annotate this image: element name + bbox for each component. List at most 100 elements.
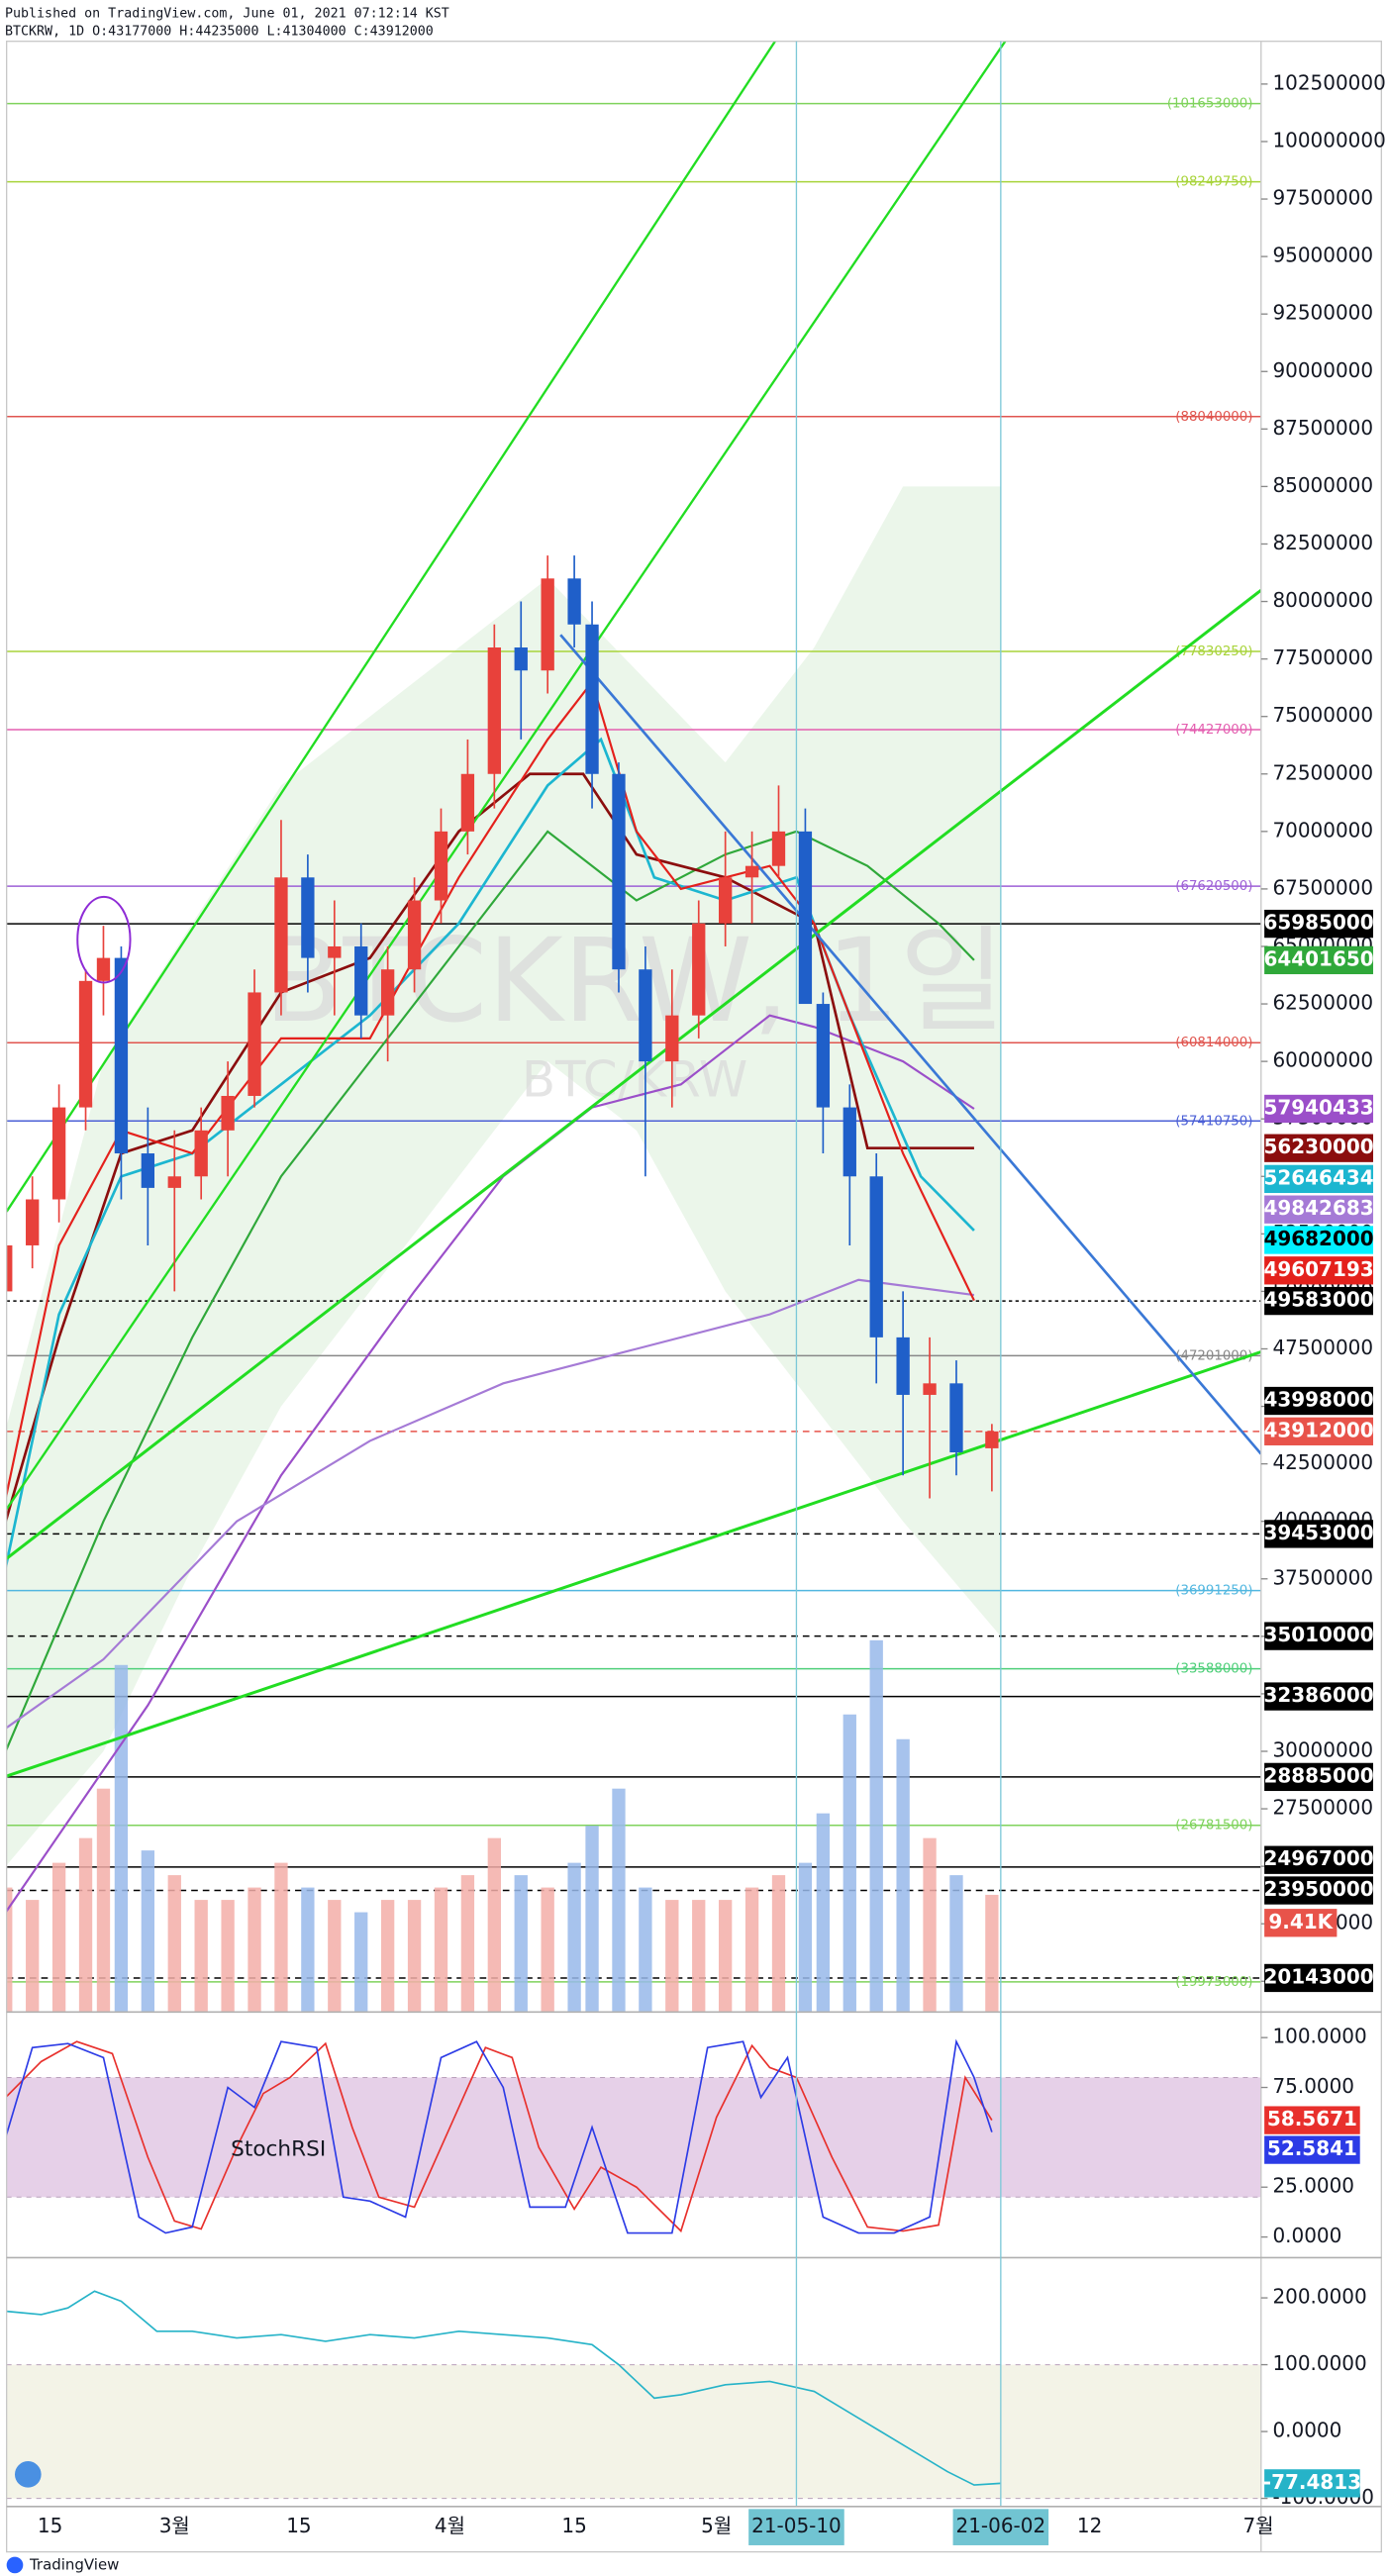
indicator-line	[559, 634, 1261, 1455]
volume-bar	[51, 1862, 66, 2012]
level-label: (26781500)	[1175, 1819, 1252, 1833]
x-tick-label: 12	[1077, 2514, 1102, 2537]
value-badge-label: 58.5671	[1267, 2107, 1357, 2130]
indicator-line	[6, 1278, 975, 1730]
volume-bar	[514, 1875, 528, 2012]
price-badge	[1264, 1134, 1374, 1162]
level-label: (33588000)	[1175, 1662, 1252, 1677]
candle-body	[816, 1004, 831, 1108]
y-tick-label: 95000000	[1272, 244, 1373, 267]
price-badge	[1264, 1286, 1374, 1316]
volume-bar	[612, 1788, 626, 2012]
price-pane: BTCKRW, 1일 BTC/KRW (101653000)(98249750)…	[6, 41, 1261, 2012]
stochrsi-pane: StochRSI	[6, 2038, 1261, 2234]
y-tick-label: 37500000	[1272, 1565, 1373, 1589]
level-label: (47201000)	[1175, 1348, 1252, 1363]
value-badge	[1264, 2469, 1360, 2498]
x-tick-label: 15	[38, 2514, 62, 2537]
y-tick-label: 200.0000	[1272, 2285, 1366, 2309]
volume-bar	[541, 1887, 554, 2012]
indicator-line	[6, 41, 776, 1213]
price-badge-label: 24967000	[1263, 1846, 1373, 1870]
price-badge	[1264, 945, 1374, 975]
volume-bar	[744, 1887, 759, 2012]
settings-icon[interactable]	[14, 2461, 42, 2488]
volume-bar	[985, 1894, 999, 2012]
level-label: (77830250)	[1175, 644, 1252, 659]
oscillator-line	[6, 2040, 993, 2233]
price-badge	[1264, 1876, 1374, 1905]
candle-body	[718, 877, 733, 924]
volume-bar	[380, 1900, 395, 2012]
candle-body	[798, 831, 813, 1005]
value-badge-label: -77.4813	[1263, 2470, 1361, 2494]
candle-body	[567, 578, 581, 625]
price-badge-label: 49842683	[1263, 1196, 1373, 1220]
candle-body	[869, 1176, 883, 1338]
price-badge	[1264, 1164, 1374, 1194]
price-badge-label: 64401650	[1263, 946, 1373, 970]
price-badge-label: 28885000	[1263, 1763, 1373, 1787]
indicator-line	[6, 830, 975, 1752]
candle-body	[407, 900, 422, 970]
price-badge-label: 49607193	[1263, 1257, 1373, 1281]
candle-body	[141, 1153, 155, 1188]
candle-body	[843, 1107, 856, 1177]
candle-body	[354, 945, 368, 1016]
value-badge-label: 52.5841	[1267, 2136, 1357, 2160]
price-badge	[1264, 1963, 1374, 1993]
y-tick-label: 62500000	[1272, 991, 1373, 1015]
y-tick-label: 102500000	[1272, 70, 1385, 94]
candle-body	[639, 969, 652, 1062]
candle-body	[6, 1244, 13, 1292]
level-label: (36991250)	[1175, 1584, 1252, 1599]
price-badge	[1264, 1256, 1374, 1285]
volume-bar	[771, 1875, 786, 2012]
volume-bar	[692, 1900, 706, 2012]
y-tick-label: 67500000	[1272, 875, 1373, 899]
x-tick-label: 15	[286, 2514, 311, 2537]
candle-body	[541, 578, 554, 671]
level-label: (19975000)	[1175, 1975, 1252, 1990]
candle-body	[460, 773, 475, 832]
date-marker-badge	[952, 2509, 1049, 2545]
candle-body	[96, 957, 111, 981]
candle-body	[896, 1337, 910, 1395]
volume-bar	[718, 1900, 733, 2012]
price-badge	[1264, 1520, 1374, 1548]
candle-body	[328, 945, 342, 958]
y-tick-label: 75000000	[1272, 703, 1373, 727]
volume-bar	[567, 1862, 581, 2012]
level-label: (88040000)	[1175, 410, 1252, 425]
highlight-circle	[76, 895, 132, 984]
price-badge	[1264, 1226, 1374, 1254]
volume-bar	[949, 1875, 963, 2012]
tradingview-logo: TradingView	[6, 2555, 119, 2574]
x-tick-label: 15	[561, 2514, 586, 2537]
band	[6, 2077, 1261, 2198]
price-badge	[1264, 1845, 1374, 1874]
volume-bar	[816, 1813, 831, 2012]
candle-body	[114, 957, 129, 1154]
date-marker-badge	[748, 2509, 844, 2545]
volume-bar	[869, 1639, 883, 2012]
y-tick-label: 100.0000	[1272, 2351, 1366, 2375]
level-label: (74427000)	[1175, 723, 1252, 738]
price-badge-label: 32386000	[1263, 1683, 1373, 1707]
price-badge-label: 39453000	[1263, 1521, 1373, 1544]
candle-body	[248, 992, 261, 1096]
candle-body	[26, 1199, 40, 1245]
y-tick-label: 72500000	[1272, 760, 1373, 784]
candle-body	[612, 773, 626, 970]
date-marker-label: 21-06-02	[956, 2514, 1046, 2537]
y-tick-label: 25.0000	[1272, 2174, 1354, 2198]
volume-bar	[6, 1887, 13, 2012]
y-tick-label: 80000000	[1272, 588, 1373, 612]
level-label: (98249750)	[1175, 175, 1252, 190]
price-badge-label: 52646434	[1263, 1165, 1373, 1189]
y-tick-label: 100000000	[1272, 128, 1385, 151]
volume-bar	[78, 1837, 93, 2012]
logo-icon	[6, 2556, 24, 2574]
candle-body	[221, 1095, 235, 1131]
volume-bar	[221, 1900, 235, 2012]
